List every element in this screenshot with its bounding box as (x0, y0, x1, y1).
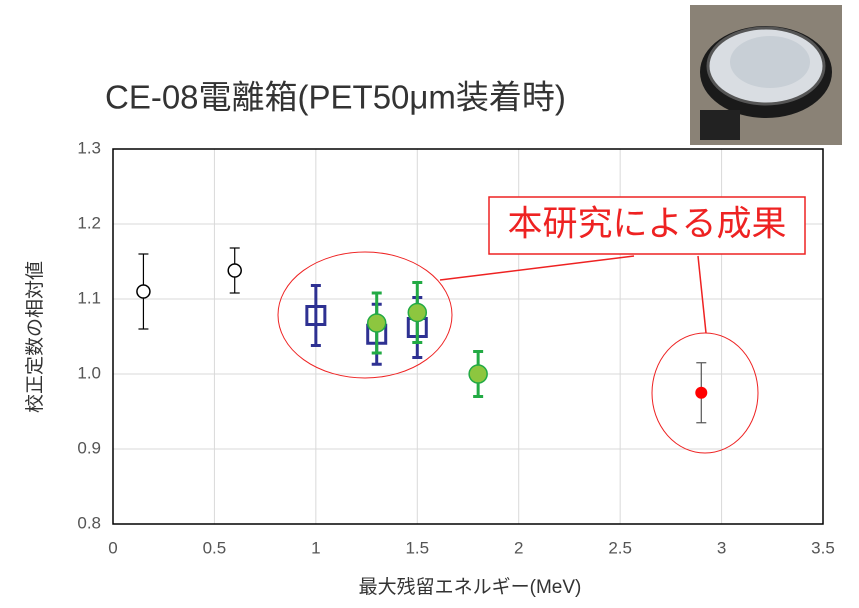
y-tick-label: 1.0 (77, 363, 101, 382)
x-tick-label: 2 (514, 538, 523, 557)
y-tick-label: 1.3 (77, 138, 101, 157)
y-axis-label: 校正定数の相対値 (24, 261, 46, 413)
point (137, 285, 150, 298)
y-tick-label: 0.8 (77, 513, 101, 532)
point (408, 304, 426, 322)
chart: CE-08電離箱(PET50μm装着時) 校正定数の相対値 最大残留エネルギー(… (0, 0, 859, 608)
photo (690, 5, 842, 145)
point (695, 387, 707, 399)
x-axis-label: 最大残留エネルギー(MeV) (359, 576, 582, 598)
page: {"chart_data": {"type": "scatter", "titl… (0, 0, 859, 608)
error-bar (311, 286, 321, 346)
y-tick-label: 1.2 (77, 213, 101, 232)
x-tick-label: 0 (108, 538, 117, 557)
callout-line (698, 256, 706, 333)
annotation: 本研究による成果 (508, 204, 787, 243)
x-tick-label: 3 (717, 538, 726, 557)
point (228, 264, 241, 277)
x-tick-label: 1.5 (405, 538, 429, 557)
point (469, 365, 487, 383)
x-tick-label: 0.5 (203, 538, 227, 557)
chart-title: CE-08電離箱(PET50μm装着時) (105, 79, 566, 116)
x-tick-label: 1 (311, 538, 320, 557)
point (368, 314, 386, 332)
callout-line (440, 256, 634, 280)
y-tick-label: 0.9 (77, 438, 101, 457)
y-tick-label: 1.1 (77, 288, 101, 307)
x-tick-label: 2.5 (608, 538, 632, 557)
x-tick-label: 3.5 (811, 538, 835, 557)
